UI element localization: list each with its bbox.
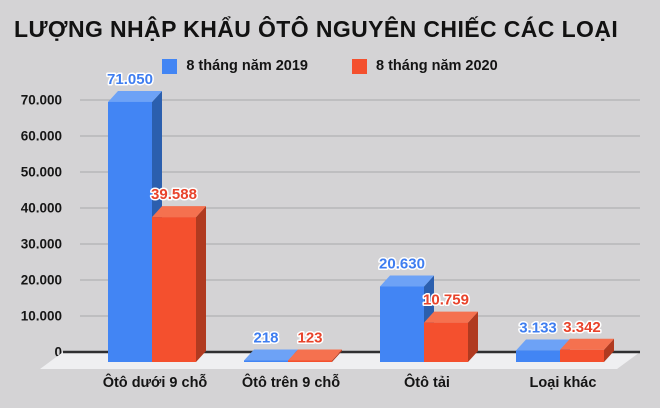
bar-2020-1-top xyxy=(288,349,342,361)
bar-2019-2-top xyxy=(380,275,434,287)
bar-2019-3-front xyxy=(516,350,560,362)
bar-2020-1-side xyxy=(332,349,342,362)
legend: 8 tháng năm 2019 8 tháng năm 2020 xyxy=(0,56,660,76)
y-tick-label: 50.000 xyxy=(21,165,62,180)
value-label: 123 xyxy=(297,330,322,347)
y-tick-label: 70.000 xyxy=(21,93,62,108)
bar-2020-3-front xyxy=(560,349,604,362)
bar-2020-2-side xyxy=(468,311,478,362)
y-tick-label: 20.000 xyxy=(21,273,62,288)
legend-swatch-2020-icon xyxy=(352,58,367,74)
y-tick-label: 30.000 xyxy=(21,237,62,252)
value-label: 218 xyxy=(253,330,278,347)
category-label: Loại khác xyxy=(530,375,597,391)
value-label: 10.759 xyxy=(423,292,469,309)
value-label: 3.342 xyxy=(563,319,601,336)
value-label: 3.133 xyxy=(519,320,557,337)
y-tick-label: 0 xyxy=(54,345,62,360)
bar-2019-2-front xyxy=(380,286,424,362)
value-label: 71.050 xyxy=(107,71,153,88)
bar-2019-1-front xyxy=(244,360,288,362)
bar-2020-0-top xyxy=(152,206,206,218)
chart-title: LƯỢNG NHẬP KHẨU ÔTÔ NGUYÊN CHIẾC CÁC LOẠ… xyxy=(14,16,619,42)
bar-2020-3-side xyxy=(604,338,614,362)
bar-2019-0-top xyxy=(108,90,162,102)
y-tick-label: 40.000 xyxy=(21,201,62,216)
y-tick-label: 10.000 xyxy=(21,309,62,324)
legend-swatch-2019-icon xyxy=(162,58,178,74)
bar-2020-0-front xyxy=(152,217,196,362)
bar-2020-0-side xyxy=(196,206,206,362)
bar-2019-0-front xyxy=(108,101,152,362)
bar-2020-1-front xyxy=(288,360,332,362)
legend-item-2019: 8 tháng năm 2019 xyxy=(162,58,308,74)
category-label: Ôtô tải xyxy=(404,373,450,391)
category-label: Ôtô trên 9 chỗ xyxy=(242,373,340,391)
bar-2020-3-top xyxy=(560,338,614,350)
y-tick-label: 60.000 xyxy=(21,129,62,144)
value-label: 39.588 xyxy=(151,186,197,203)
bar-2020-2-front xyxy=(424,322,468,362)
category-label: Ôtô dưới 9 chỗ xyxy=(103,373,208,391)
legend-label-2020: 8 tháng năm 2020 xyxy=(376,58,498,74)
legend-label-2019: 8 tháng năm 2019 xyxy=(186,58,308,74)
bar-2020-2-top xyxy=(424,311,478,323)
legend-item-2020: 8 tháng năm 2020 xyxy=(352,58,498,74)
value-label: 20.630 xyxy=(379,255,425,272)
bar-2019-1-top xyxy=(244,349,298,361)
bar-2019-3-top xyxy=(516,339,570,351)
